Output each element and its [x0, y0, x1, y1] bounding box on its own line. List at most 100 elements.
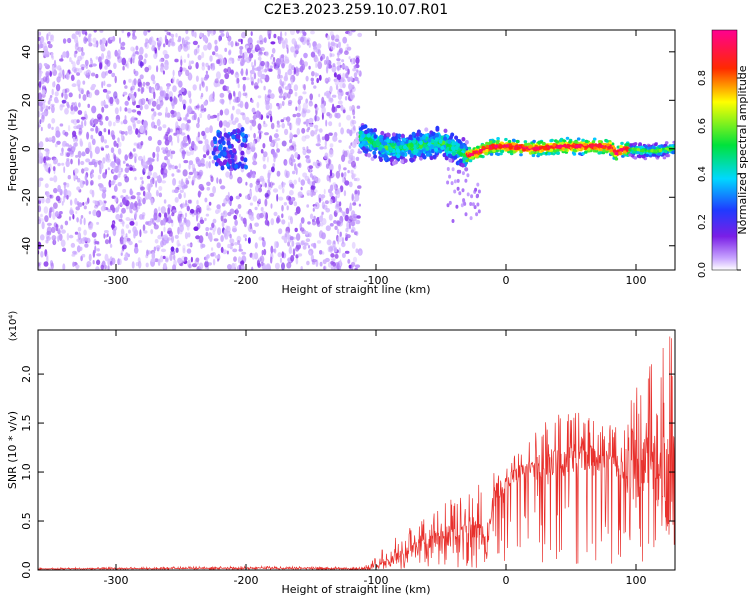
x-tick-label: 100	[626, 574, 647, 587]
heatmap-cell	[282, 41, 286, 49]
heatmap-cell	[298, 104, 301, 112]
heatmap-cell	[632, 142, 636, 146]
heatmap-cell	[425, 152, 430, 157]
heatmap-cell	[351, 263, 354, 270]
heatmap-cell	[207, 262, 212, 266]
heatmap-cell	[226, 31, 229, 38]
heatmap-cell	[160, 248, 167, 253]
heatmap-cell	[191, 163, 196, 170]
heatmap-cell	[303, 121, 307, 125]
heatmap-cell	[288, 157, 293, 166]
heatmap-cell	[75, 211, 78, 214]
heatmap-cell	[633, 147, 637, 152]
heatmap-cell	[38, 81, 42, 88]
heatmap-cell	[139, 105, 143, 111]
heatmap-cell	[167, 207, 171, 215]
heatmap-cell	[118, 170, 122, 176]
heatmap-cell	[45, 239, 49, 244]
heatmap-cell	[41, 196, 45, 204]
heatmap-cell	[278, 184, 283, 190]
heatmap-cell	[135, 221, 138, 227]
heatmap-cell	[212, 91, 215, 99]
heatmap-cell	[179, 224, 184, 233]
heatmap-cell	[171, 150, 176, 155]
y-tick-label: 2.0	[20, 365, 33, 383]
heatmap-cell	[442, 152, 447, 158]
heatmap-cell	[121, 57, 127, 66]
heatmap-cell	[344, 96, 348, 101]
heatmap-cell	[157, 139, 162, 146]
heatmap-cell	[267, 178, 270, 184]
heatmap-cell	[237, 83, 240, 89]
heatmap-cell	[244, 101, 249, 110]
heatmap-cell	[135, 45, 139, 51]
heatmap-cell	[75, 264, 80, 269]
heatmap-cell	[291, 158, 296, 163]
heatmap-cell	[66, 194, 69, 200]
heatmap-cell	[193, 170, 197, 178]
heatmap-cell	[409, 157, 414, 162]
heatmap-cell	[175, 121, 179, 129]
heatmap-cell	[137, 78, 142, 87]
heatmap-cell	[221, 99, 225, 105]
heatmap-cell	[48, 137, 53, 141]
heatmap-cell	[48, 106, 51, 110]
heatmap-cell	[424, 127, 429, 132]
heatmap-cell	[250, 169, 253, 176]
heatmap-cell	[337, 187, 341, 194]
heatmap-cell	[478, 149, 483, 153]
heatmap-cell	[309, 213, 314, 220]
heatmap-cell	[219, 30, 225, 33]
heatmap-cell	[672, 145, 675, 149]
heatmap-cell	[239, 46, 244, 50]
heatmap-cell	[166, 85, 170, 90]
heatmap-cell	[403, 158, 408, 163]
heatmap-cell	[650, 149, 654, 153]
heatmap-cell	[488, 145, 493, 149]
heatmap-cell	[239, 264, 242, 270]
heatmap-cell	[174, 197, 179, 203]
heatmap-cell	[125, 163, 129, 167]
heatmap-cell	[147, 136, 153, 141]
heatmap-cell	[154, 239, 159, 244]
heatmap-cell	[143, 230, 148, 234]
heatmap-cell	[282, 182, 286, 188]
heatmap-cell	[160, 230, 163, 237]
heatmap-cell	[192, 84, 197, 91]
heatmap-cell	[133, 153, 138, 159]
heatmap-cell	[346, 114, 352, 121]
heatmap-cell	[166, 31, 171, 36]
heatmap-cell	[43, 62, 48, 67]
heatmap-cell	[315, 58, 319, 63]
heatmap-cell	[614, 152, 619, 156]
heatmap-cell	[357, 185, 362, 189]
heatmap-cell	[364, 148, 369, 153]
heatmap-cell	[277, 68, 281, 76]
heatmap-cell	[628, 148, 632, 152]
heatmap-cell	[59, 123, 64, 127]
heatmap-cell	[357, 191, 360, 196]
heatmap-cell	[594, 149, 599, 153]
heatmap-cell	[254, 206, 258, 211]
heatmap-cell	[531, 153, 536, 158]
heatmap-cell	[470, 194, 474, 199]
heatmap-cell	[324, 133, 330, 142]
heatmap-cell	[136, 104, 141, 109]
heatmap-cell	[72, 118, 78, 125]
heatmap-cell	[77, 158, 80, 166]
heatmap-cell	[276, 124, 281, 128]
heatmap-cell	[269, 65, 273, 69]
heatmap-cell	[185, 41, 191, 45]
heatmap-cell	[90, 180, 94, 186]
heatmap-cell	[380, 130, 385, 136]
heatmap-cell	[476, 202, 480, 207]
heatmap-cell	[271, 54, 274, 58]
heatmap-cell	[319, 146, 324, 150]
heatmap-cell	[555, 140, 559, 144]
heatmap-cell	[294, 91, 298, 97]
heatmap-cell	[114, 49, 118, 57]
heatmap-cell	[355, 177, 360, 182]
heatmap-cell	[324, 59, 327, 66]
heatmap-cell	[38, 31, 42, 36]
heatmap-cell	[49, 70, 52, 77]
